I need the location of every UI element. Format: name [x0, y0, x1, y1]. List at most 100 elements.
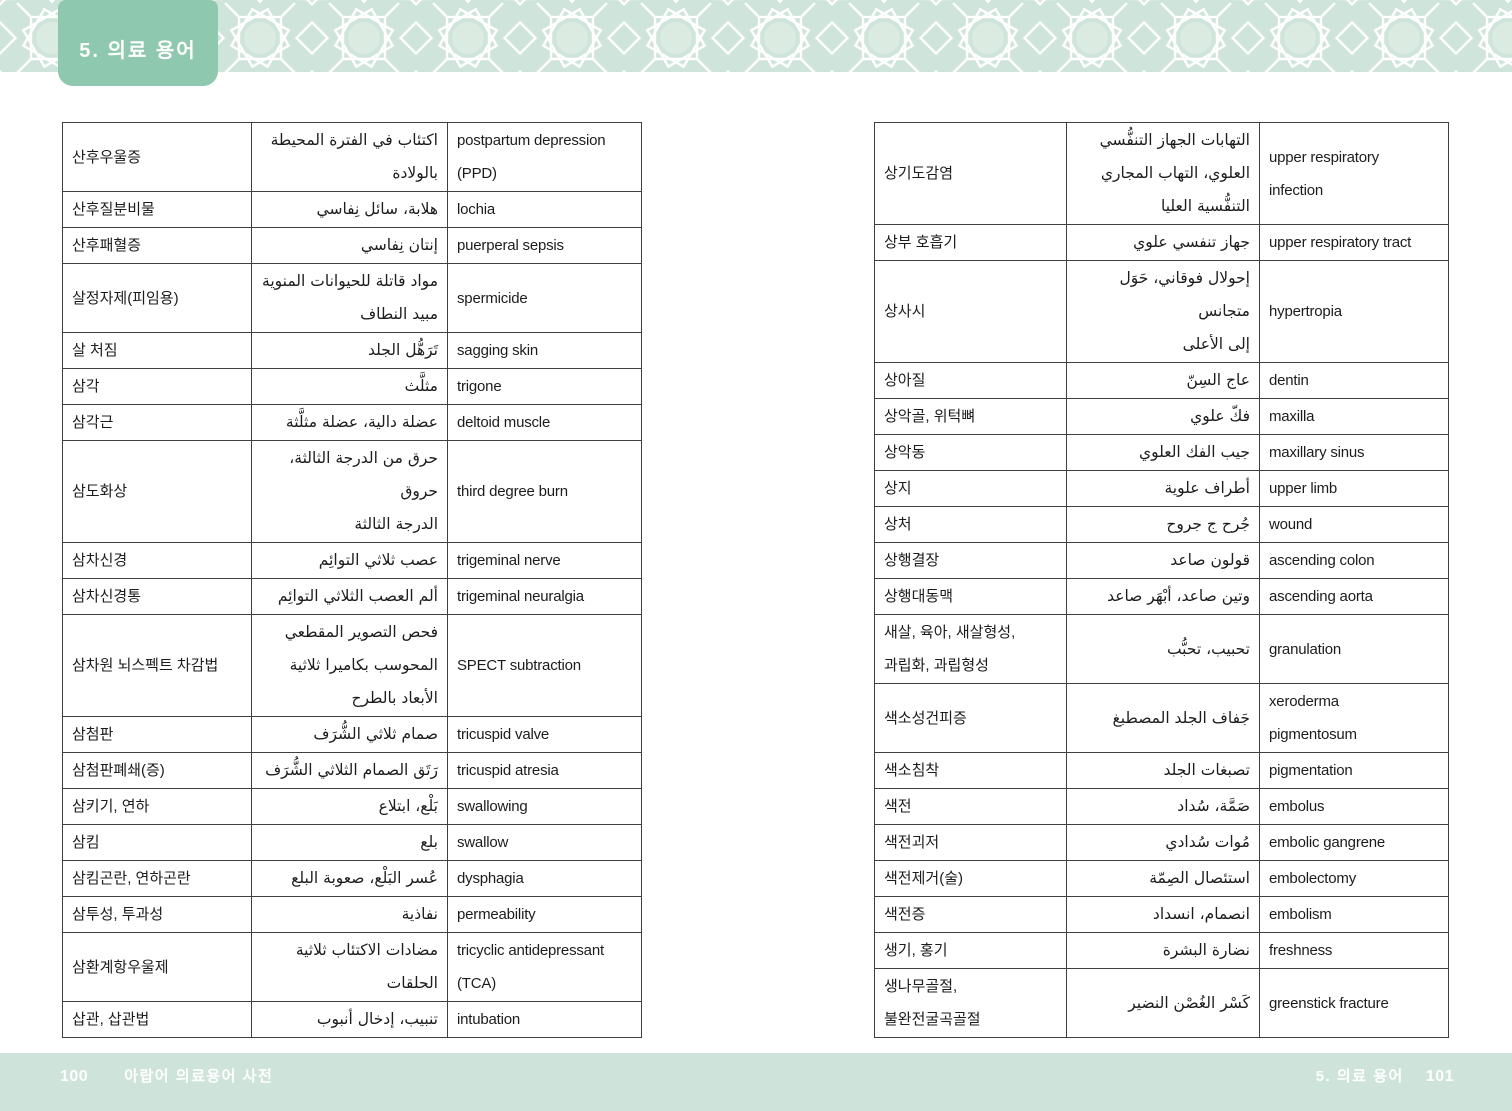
korean-term-cell: 산후패혈증 — [62, 227, 252, 264]
header-band — [0, 0, 1512, 72]
english-term-cell: swallowing — [447, 788, 642, 825]
english-term-cell: SPECT subtraction — [447, 614, 642, 717]
english-term-cell: xeroderma pigmentosum — [1259, 683, 1449, 753]
english-term-cell: intubation — [447, 1001, 642, 1038]
english-term-cell: embolic gangrene — [1259, 824, 1449, 861]
korean-term-cell: 상지 — [874, 470, 1067, 507]
english-term-cell: dentin — [1259, 362, 1449, 399]
arabic-term-cell: تصبغات الجلد — [1066, 752, 1260, 789]
geometric-pattern-icon — [0, 0, 1512, 72]
english-term-cell: trigeminal nerve — [447, 542, 642, 579]
english-term-cell: puerperal sepsis — [447, 227, 642, 264]
arabic-term-cell: فكّ علوي — [1066, 398, 1260, 435]
english-term-cell: upper respiratory infection — [1259, 122, 1449, 225]
korean-term-cell: 삽관, 삽관법 — [62, 1001, 252, 1038]
english-term-cell: tricyclic antidepressant (TCA) — [447, 932, 642, 1002]
term-row: 상부 호흡기 جهاز تنفسي علوي upper respiratory t… — [874, 224, 1449, 261]
english-term-cell: sagging skin — [447, 332, 642, 369]
korean-term-cell: 상처 — [874, 506, 1067, 543]
english-term-cell: embolectomy — [1259, 860, 1449, 897]
term-row: 삽관, 삽관법 تنبيب، إدخال أنبوب intubation — [62, 1001, 642, 1038]
english-term-cell: hypertropia — [1259, 260, 1449, 363]
english-term-cell: swallow — [447, 824, 642, 861]
arabic-term-cell: مثلَّث — [251, 368, 448, 405]
term-row: 색전제거(술) استئصال الصِمّة embolectomy — [874, 860, 1449, 897]
term-row: 삼투성, 투과성 نفاذية permeability — [62, 896, 642, 933]
korean-term-cell: 색전괴저 — [874, 824, 1067, 861]
arabic-term-cell: مُوات سُدادي — [1066, 824, 1260, 861]
korean-term-cell: 상사시 — [874, 260, 1067, 363]
arabic-term-cell: قولون صاعد — [1066, 542, 1260, 579]
english-term-cell: ascending colon — [1259, 542, 1449, 579]
term-row: 상처 جُرح ج جروح wound — [874, 506, 1449, 543]
arabic-term-cell: بَلْع، ابتلاع — [251, 788, 448, 825]
left-page-number: 100 — [60, 1068, 89, 1085]
term-row: 삼차신경 عصب ثلاثي التوائِم trigeminal nerve — [62, 542, 642, 579]
arabic-term-cell: صَمَّة، سُداد — [1066, 788, 1260, 825]
korean-term-cell: 삼투성, 투과성 — [62, 896, 252, 933]
korean-term-cell: 상기도감염 — [874, 122, 1067, 225]
term-row: 상행결장 قولون صاعد ascending colon — [874, 542, 1449, 579]
arabic-term-cell: عضلة دالية، عضلة مثلَّثة — [251, 404, 448, 441]
english-term-cell: deltoid muscle — [447, 404, 642, 441]
english-term-cell: greenstick fracture — [1259, 968, 1449, 1038]
term-row: 생기, 홍기 نضارة البشرة freshness — [874, 932, 1449, 969]
arabic-term-cell: أطراف علوية — [1066, 470, 1260, 507]
korean-term-cell: 상부 호흡기 — [874, 224, 1067, 261]
chapter-tab-label: 5. 의료 용어 — [79, 39, 197, 62]
korean-term-cell: 삼도화상 — [62, 440, 252, 543]
term-row: 새살, 육아, 새살형성, 과립화, 과립형성 تحبيب، تحبُّب gran… — [874, 614, 1449, 684]
footer-left: 100 아랍어 의료용어 사전 — [60, 1065, 273, 1086]
arabic-term-cell: عُسر البَلْع، صعوبة البلع — [251, 860, 448, 897]
arabic-term-cell: استئصال الصِمّة — [1066, 860, 1260, 897]
arabic-term-cell: إنتان نِفاسي — [251, 227, 448, 264]
korean-term-cell: 상아질 — [874, 362, 1067, 399]
korean-term-cell: 살 처짐 — [62, 332, 252, 369]
korean-term-cell: 삼키기, 연하 — [62, 788, 252, 825]
english-term-cell: ascending aorta — [1259, 578, 1449, 615]
footer-book-title: 아랍어 의료용어 사전 — [124, 1068, 274, 1085]
arabic-term-cell: نفاذية — [251, 896, 448, 933]
arabic-term-cell: صمام ثلاثي الشُّرَف — [251, 716, 448, 753]
arabic-term-cell: عصب ثلاثي التوائِم — [251, 542, 448, 579]
arabic-term-cell: فحص التصوير المقطعي المحوسب بكاميرا ثلاث… — [251, 614, 448, 717]
korean-term-cell: 새살, 육아, 새살형성, 과립화, 과립형성 — [874, 614, 1067, 684]
arabic-term-cell: اكتئاب في الفترة المحيطة بالولادة — [251, 122, 448, 192]
english-term-cell: third degree burn — [447, 440, 642, 543]
arabic-term-cell: عاج السِنّ — [1066, 362, 1260, 399]
arabic-term-cell: تنبيب، إدخال أنبوب — [251, 1001, 448, 1038]
english-term-cell: tricuspid valve — [447, 716, 642, 753]
term-row: 색소침착 تصبغات الجلد pigmentation — [874, 752, 1449, 789]
footer-right: 5. 의료 용어 101 — [1316, 1065, 1454, 1086]
korean-term-cell: 상행대동맥 — [874, 578, 1067, 615]
term-row: 상아질 عاج السِنّ dentin — [874, 362, 1449, 399]
korean-term-cell: 삼킴 — [62, 824, 252, 861]
arabic-term-cell: جيب الفك العلوي — [1066, 434, 1260, 471]
term-row: 삼킴 بلع swallow — [62, 824, 642, 861]
arabic-term-cell: بلع — [251, 824, 448, 861]
arabic-term-cell: مواد قاتلة للحيوانات المنوية مبيد النطاف — [251, 263, 448, 333]
arabic-term-cell: مضادات الاكتئاب ثلاثية الحلقات — [251, 932, 448, 1002]
english-term-cell: trigone — [447, 368, 642, 405]
english-term-cell: dysphagia — [447, 860, 642, 897]
english-term-cell: tricuspid atresia — [447, 752, 642, 789]
korean-term-cell: 산후질분비물 — [62, 191, 252, 228]
term-row: 상행대동맥 وتين صاعد، أبْهَر صاعد ascending aor… — [874, 578, 1449, 615]
arabic-term-cell: كَسْر الغُصْن النضير — [1066, 968, 1260, 1038]
footer-section-title: 5. 의료 용어 — [1315, 1068, 1404, 1085]
english-term-cell: spermicide — [447, 263, 642, 333]
term-row: 살 처짐 تَرَهُّل الجلد sagging skin — [62, 332, 642, 369]
korean-term-cell: 삼차신경 — [62, 542, 252, 579]
english-term-cell: embolism — [1259, 896, 1449, 933]
korean-term-cell: 살정자제(피임용) — [62, 263, 252, 333]
korean-term-cell: 삼킴곤란, 연하곤란 — [62, 860, 252, 897]
korean-term-cell: 상악동 — [874, 434, 1067, 471]
english-term-cell: maxilla — [1259, 398, 1449, 435]
english-term-cell: trigeminal neuralgia — [447, 578, 642, 615]
term-row: 색소성건피증 جَفاف الجلد المصطبغ xeroderma pigme… — [874, 683, 1449, 753]
term-row: 색전괴저 مُوات سُدادي embolic gangrene — [874, 824, 1449, 861]
footer-band: 100 아랍어 의료용어 사전 5. 의료 용어 101 — [0, 1053, 1512, 1111]
arabic-term-cell: ألم العصب الثلاثي التوائِم — [251, 578, 448, 615]
korean-term-cell: 색전 — [874, 788, 1067, 825]
